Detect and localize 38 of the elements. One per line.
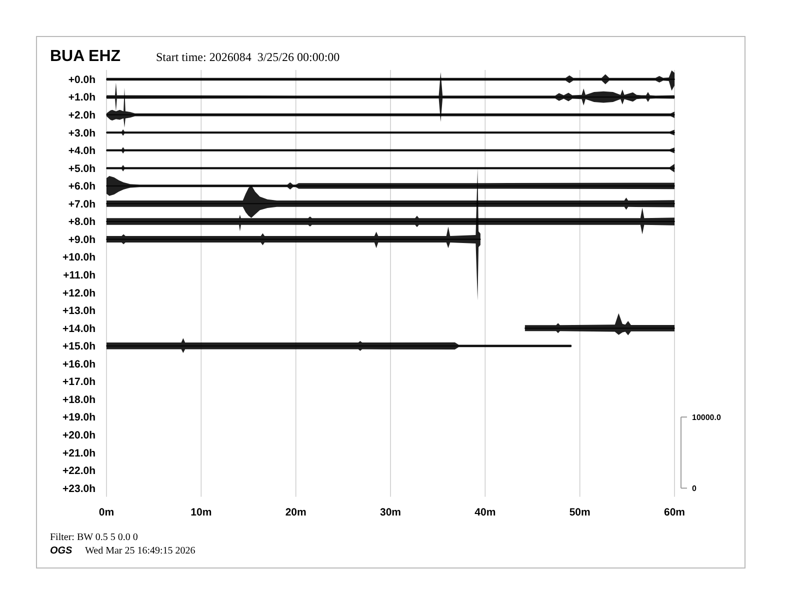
- y-tick-label: +9.0h: [68, 234, 96, 246]
- x-tick-label: 60m: [664, 506, 686, 519]
- y-tick-label: +12.0h: [62, 287, 96, 300]
- y-tick-label: +2.0h: [68, 109, 96, 122]
- y-tick-label: +3.0h: [68, 127, 96, 140]
- text: Wed Mar 25 16:49:15 2026: [85, 546, 196, 556]
- y-tick-label: +7.0h: [68, 198, 96, 210]
- chart-subtitle: Start time: 2026084 3/25/26 00:00:00: [156, 50, 340, 64]
- x-tick-label: 40m: [474, 506, 496, 519]
- y-tick-label: +20.0h: [62, 430, 96, 442]
- y2-tick-label: 0: [692, 484, 697, 493]
- y-tick-label: +16.0h: [62, 358, 96, 370]
- x-tick-label: 30m: [380, 506, 402, 519]
- x-tick-label: 20m: [285, 506, 306, 519]
- y2-tick-label: 10000.0: [692, 412, 722, 422]
- x-tick-label: 10m: [190, 506, 212, 519]
- text: OGS: [50, 546, 73, 556]
- y-tick-label: +18.0h: [62, 394, 96, 406]
- y-tick-label: +4.0h: [68, 145, 96, 158]
- text: Filter: BW 0.5 5 0.0 0: [50, 532, 138, 543]
- y-tick-label: +21.0h: [62, 447, 96, 460]
- y-tick-label: +14.0h: [62, 322, 96, 335]
- y-tick-label: +1.0h: [68, 92, 96, 104]
- y-tick-label: +10.0h: [62, 252, 96, 264]
- y-tick-label: +15.0h: [62, 340, 96, 353]
- x-tick-label: 0m: [98, 506, 114, 519]
- y-tick-label: +22.0h: [62, 465, 96, 478]
- x-tick-label: 50m: [569, 506, 590, 519]
- y-tick-label: +8.0h: [68, 216, 96, 228]
- y-tick-label: +13.0h: [62, 305, 96, 318]
- y-tick-label: +0.0h: [68, 74, 96, 86]
- y-tick-label: +5.0h: [68, 162, 96, 175]
- y-tick-label: +17.0h: [62, 376, 96, 388]
- y-tick-label: +23.0h: [62, 482, 96, 495]
- chart-title: BUA EHZ: [50, 48, 121, 65]
- y-tick-label: +6.0h: [68, 180, 96, 193]
- y-tick-label: +11.0h: [63, 269, 96, 282]
- y-tick-label: +19.0h: [62, 412, 96, 424]
